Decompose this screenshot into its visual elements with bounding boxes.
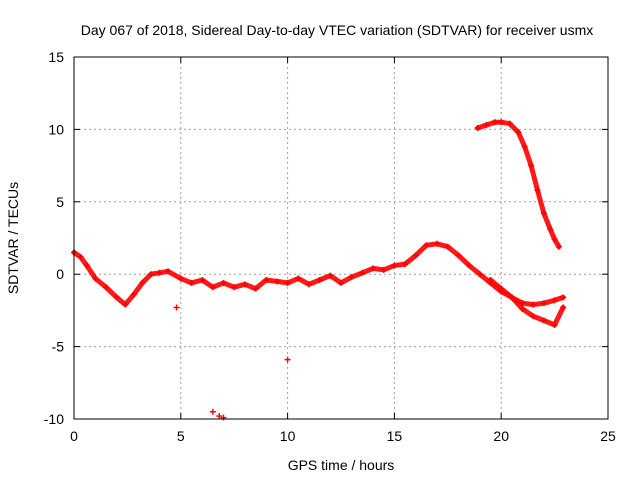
data-point xyxy=(305,281,312,288)
data-point xyxy=(506,120,513,127)
data-point xyxy=(498,119,505,126)
data-point xyxy=(412,252,419,259)
data-point xyxy=(444,243,451,250)
data-point xyxy=(177,275,184,282)
data-point xyxy=(455,252,462,259)
data-point xyxy=(560,294,567,301)
y-tick-label: 15 xyxy=(48,49,64,65)
data-point xyxy=(284,279,291,286)
data-point xyxy=(103,284,110,291)
data-point xyxy=(540,210,547,217)
grid-lines xyxy=(74,57,608,419)
data-point xyxy=(380,266,387,273)
data-point xyxy=(164,268,171,275)
data-point xyxy=(273,278,280,285)
x-tick-label: 5 xyxy=(177,428,185,444)
data-point xyxy=(528,162,535,169)
series-line-lower-branch xyxy=(488,277,566,328)
data-point xyxy=(220,414,227,421)
x-tick-label: 20 xyxy=(493,428,509,444)
data-point xyxy=(173,304,180,311)
data-point xyxy=(92,275,99,282)
x-axis: 0 5 10 15 20 25 xyxy=(70,57,616,444)
data-point xyxy=(316,276,323,283)
data-point xyxy=(551,321,558,328)
data-point xyxy=(515,129,522,136)
data-point xyxy=(487,276,494,283)
data-point xyxy=(284,356,291,363)
data-point xyxy=(156,269,163,276)
data-point xyxy=(122,301,129,308)
y-tick-label: -10 xyxy=(44,411,64,427)
data-point xyxy=(220,279,227,286)
data-point xyxy=(359,269,366,276)
data-point xyxy=(188,279,195,286)
data-point xyxy=(534,187,541,194)
data-point xyxy=(551,236,558,243)
y-tick-label: 0 xyxy=(56,266,64,282)
data-point xyxy=(83,262,90,269)
y-axis-label: SDTVAR / TECUs xyxy=(5,182,21,294)
data-point xyxy=(483,122,490,129)
x-axis-label: GPS time / hours xyxy=(288,457,395,473)
y-tick-label: 10 xyxy=(48,121,64,137)
data-point xyxy=(370,265,377,272)
data-point xyxy=(113,294,120,301)
data-point xyxy=(348,274,355,281)
data-point xyxy=(231,284,238,291)
chart-title: Day 067 of 2018, Sidereal Day-to-day VTE… xyxy=(81,22,594,38)
data-point xyxy=(519,305,526,312)
data-point xyxy=(199,276,206,283)
data-point xyxy=(551,297,558,304)
data-point xyxy=(77,253,84,260)
data-point xyxy=(327,272,334,279)
data-point xyxy=(530,301,537,308)
data-point xyxy=(241,281,248,288)
data-point xyxy=(434,240,441,247)
y-axis: -10 -5 0 5 10 15 xyxy=(44,49,608,427)
data-point xyxy=(560,304,567,311)
data-point xyxy=(474,124,481,131)
data-point xyxy=(216,413,223,420)
data-point xyxy=(555,243,562,250)
x-tick-label: 25 xyxy=(600,428,616,444)
x-tick-label: 15 xyxy=(387,428,403,444)
x-tick-label: 0 xyxy=(70,428,78,444)
data-point xyxy=(498,285,505,292)
data-point xyxy=(530,313,537,320)
data-point xyxy=(209,284,216,291)
data-point xyxy=(423,242,430,249)
data-point xyxy=(209,408,216,415)
data-point xyxy=(466,262,473,269)
data-point xyxy=(402,261,409,268)
data-point xyxy=(139,279,146,286)
data-points xyxy=(71,119,567,421)
data-point xyxy=(147,271,154,278)
series-line-high-excursion xyxy=(475,119,562,250)
data-point xyxy=(338,279,344,286)
data-point xyxy=(540,317,547,324)
plot-frame xyxy=(73,56,609,420)
data-point xyxy=(491,119,498,126)
y-tick-label: 5 xyxy=(56,194,64,210)
data-point xyxy=(547,226,554,233)
data-point xyxy=(252,285,259,292)
y-tick-label: -5 xyxy=(52,339,65,355)
x-tick-label: 10 xyxy=(280,428,296,444)
data-point xyxy=(521,143,528,150)
data-point xyxy=(391,262,398,269)
data-point xyxy=(130,291,137,298)
data-point xyxy=(295,275,302,282)
data-point xyxy=(540,300,547,307)
data-point xyxy=(508,294,515,301)
data-point xyxy=(263,276,270,283)
data-point xyxy=(476,271,483,278)
